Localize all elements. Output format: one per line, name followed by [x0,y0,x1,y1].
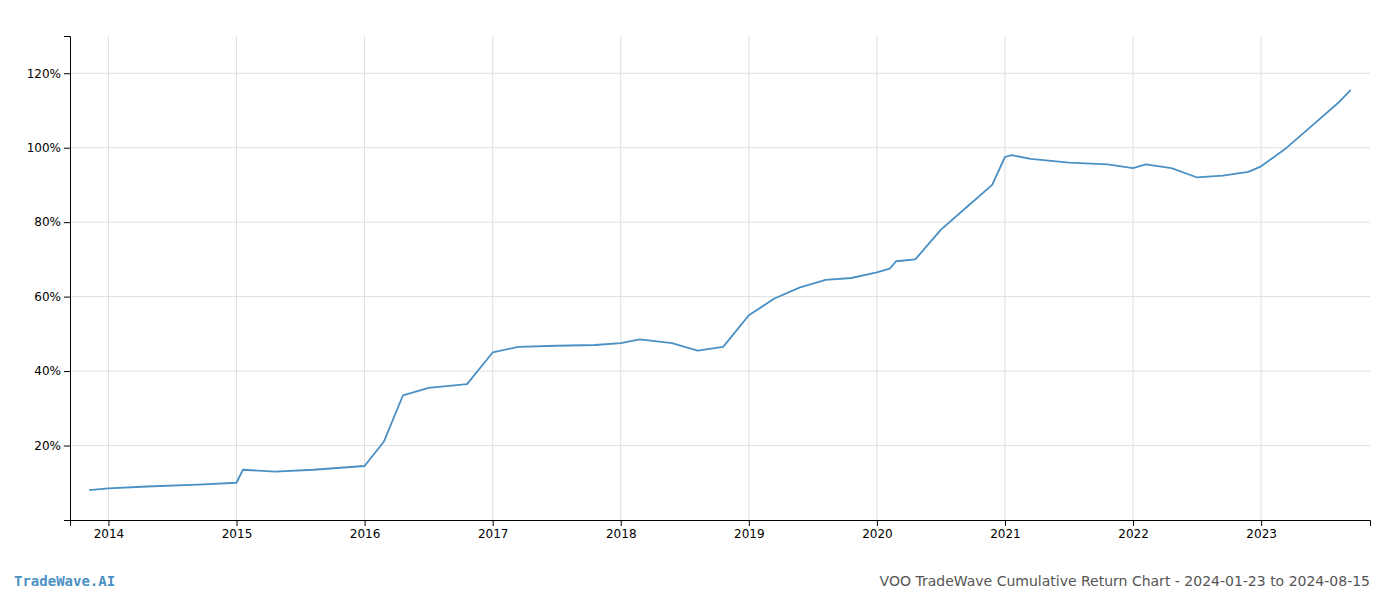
tick-label: 20% [34,439,61,453]
grid-line [364,36,365,520]
y-axis: 20% 40% 60% 80% 100% 120% [27,37,71,521]
tick-label: 100% [27,141,61,155]
grid-line [236,36,237,520]
tick-mark [237,520,238,526]
tick-label: 2021 [990,527,1021,541]
x-axis: 2014 2015 2016 2017 2018 2019 2020 2021 2022 2023 [71,520,1371,541]
tick: 2016 [350,520,381,541]
grid-line [748,36,749,520]
tick: 60% [34,290,70,304]
tick-label: 2022 [1118,527,1149,541]
tick: 2015 [222,520,253,541]
tick-mark [365,520,366,526]
tick: 2023 [1246,520,1277,541]
tick: 2014 [94,520,125,541]
tick-mark [1133,520,1134,526]
grid-line [108,36,109,520]
grid-line [70,222,1370,223]
tick-mark [64,297,70,298]
tick-mark [493,520,494,526]
tick-mark [64,73,70,74]
line [89,90,1351,490]
title: VOO TradeWave Cumulative Return Chart - … [880,573,1370,589]
tick: 2020 [862,520,893,541]
tick: 120% [27,67,70,81]
grid-line [70,147,1370,148]
tick: 2019 [734,520,765,541]
tick-mark [1261,520,1262,526]
axis-line [71,521,1371,527]
tick-label: 60% [34,290,61,304]
tick-mark [749,520,750,526]
tick: 2017 [478,520,509,541]
tick-label: 2014 [94,527,125,541]
grid-line [492,36,493,520]
grid-line [1004,36,1005,520]
grid-line [70,73,1370,74]
tick-mark [1005,520,1006,526]
tick-label: 2020 [862,527,893,541]
tick-mark [64,371,70,372]
tick-mark [64,222,70,223]
grid-line [1261,36,1262,520]
grid-line [1133,36,1134,520]
grid [70,36,1370,520]
tick-mark [621,520,622,526]
tick-mark [877,520,878,526]
plot-area [89,90,1351,490]
tick-label: 120% [27,67,61,81]
tick-label: 40% [34,364,61,378]
tick: 20% [34,439,70,453]
tick-label: 2017 [478,527,509,541]
tick-mark [64,148,70,149]
tick-label: 2016 [350,527,381,541]
tick-label: 2023 [1246,527,1277,541]
grid-line [70,371,1370,372]
tick: 80% [34,215,70,229]
axis-line [64,37,71,521]
tick-mark [64,446,70,447]
watermark: TradeWave.AI [14,573,115,589]
tick-label: 2019 [734,527,765,541]
tick-label: 2018 [606,527,637,541]
tick: 2022 [1118,520,1149,541]
tick-mark [108,520,109,526]
grid-line [876,36,877,520]
grid-line [620,36,621,520]
tick-label: 2015 [222,527,253,541]
tick: 2018 [606,520,637,541]
tick: 100% [27,141,70,155]
grid-line [70,445,1370,446]
chart: 2014 2015 2016 2017 2018 2019 2020 2021 2022 2023… [0,0,1400,600]
tick-label: 80% [34,215,61,229]
grid-line [70,296,1370,297]
tick: 40% [34,364,70,378]
tick: 2021 [990,520,1021,541]
